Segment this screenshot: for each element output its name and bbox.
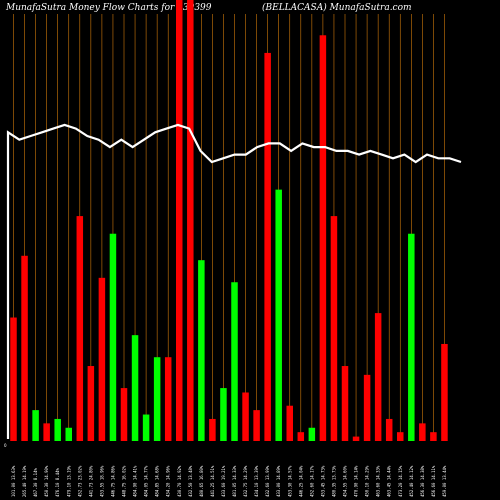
- x-tick-label: 432.50 13.48%: [188, 465, 193, 497]
- x-tick-label: 453.45 14.73%: [320, 465, 325, 497]
- money-flow-bar: [264, 52, 271, 442]
- x-tick-label: 101.00 13.63%: [11, 465, 16, 497]
- money-flow-bar: [352, 436, 360, 441]
- money-flow-bar: [209, 418, 216, 441]
- x-tick-label: 452.73 23.02%: [77, 465, 82, 497]
- money-flow-bar: [308, 427, 316, 441]
- x-tick-label: 456.60 14.11%: [431, 465, 436, 497]
- money-flow-bar: [408, 233, 415, 441]
- money-flow-bar: [441, 343, 448, 441]
- money-flow-bar: [253, 410, 260, 441]
- x-tick-label: 453.55 18.96%: [99, 465, 104, 497]
- money-flow-bar: [32, 410, 39, 441]
- money-flow-bar: [198, 260, 205, 441]
- money-flow-bar: [10, 317, 17, 441]
- x-tick-label: 448.75 16.02%: [122, 465, 127, 497]
- money-flow-line: [6, 123, 462, 439]
- x-tick-label: 433.60 19.21%: [221, 465, 226, 497]
- x-tick-label: 434.10 13.39%: [254, 465, 259, 497]
- money-flow-bar: [385, 418, 393, 441]
- money-flow-bar: [374, 313, 382, 441]
- x-tick-label: 432.75 14.29%: [243, 465, 248, 497]
- money-flow-bar: [297, 432, 305, 441]
- money-flow-bar: [120, 388, 128, 441]
- money-flow-bar: [231, 282, 238, 441]
- chart-title: MunafaSutra Money Flow Charts for 539399: [5, 3, 212, 13]
- x-tick-label: 480.65 16.80%: [199, 465, 204, 497]
- x-tick-label: 430.70 14.92%: [177, 465, 182, 497]
- x-tick-label: 481.05 14.33%: [232, 465, 237, 497]
- money-flow-bar: [220, 388, 227, 441]
- x-tick-label: 453.30 14.57%: [287, 465, 292, 497]
- x-tick-label: 441.73 24.80%: [88, 465, 93, 497]
- money-flow-bar: [341, 366, 349, 441]
- money-flow-bar: [164, 357, 172, 441]
- money-flow-bar: [98, 277, 106, 441]
- bar-series: [10, 0, 448, 442]
- money-flow-bar: [76, 216, 84, 441]
- money-flow-bar: [275, 189, 282, 441]
- x-tick-label: 484.85 14.68%: [155, 465, 160, 497]
- money-flow-bar: [319, 35, 327, 441]
- money-flow-bar: [43, 423, 50, 441]
- money-flow-bar: [363, 374, 371, 441]
- money-flow-bar: [54, 418, 61, 441]
- x-tick-label: 446.25 14.04%: [298, 465, 303, 497]
- x-tick-label: 479.10 13.19%: [66, 465, 71, 497]
- x-tick-label: 454.55 14.60%: [343, 465, 348, 497]
- x-tick-label: 452.60 14.17%: [309, 465, 314, 497]
- money-flow-bar: [131, 335, 139, 441]
- money-flow-bar: [176, 0, 183, 441]
- x-tick-label: 484.05 14.77%: [144, 465, 149, 497]
- x-axis-labels: 101.00 13.63% 265.40 14.19% 467.30 8.14% 45…: [11, 465, 447, 497]
- money-flow-bar: [65, 427, 72, 441]
- money-flow-bar: [330, 216, 338, 441]
- x-tick-label: 450.30 14.90%: [44, 465, 49, 497]
- x-tick-label: 434.20 14.96%: [166, 465, 171, 497]
- x-tick-label: 450.10 14.29%: [365, 465, 370, 497]
- x-tick-label: 446.75 14.86%: [110, 465, 115, 497]
- money-flow-bar: [187, 0, 194, 441]
- x-tick-label: 463.60 14.33%: [376, 465, 381, 497]
- x-tick-label: 433.00 14.89%: [276, 465, 281, 497]
- money-flow-bar: [397, 432, 404, 441]
- money-flow-bar: [242, 392, 249, 441]
- money-flow-bar: [286, 405, 293, 441]
- x-tick-label: 463.45 14.44%: [387, 465, 392, 497]
- x-tick-label: 484.90 14.41%: [133, 465, 138, 497]
- x-tick-label: 476.10 8.44%: [55, 468, 60, 497]
- money-flow-bar: [142, 414, 150, 441]
- x-tick-label: 459.00 13.44%: [442, 465, 447, 497]
- x-tick-label: 467.30 8.14%: [33, 468, 38, 497]
- x-tick-label: 480.35 13.73%: [331, 465, 336, 497]
- money-flow-bar: [87, 366, 95, 441]
- money-flow-bar: [109, 233, 117, 441]
- chart-subtitle: (BELLACASA) MunafaSutra.com: [262, 2, 412, 13]
- zero-label: 0: [4, 443, 7, 448]
- money-flow-bar: [21, 255, 28, 441]
- money-flow-bar: [419, 423, 426, 441]
- money-flow-bar: [430, 432, 437, 441]
- x-tick-label: 452.40 14.12%: [409, 465, 414, 497]
- x-tick-label: 265.40 14.19%: [22, 465, 27, 497]
- x-tick-label: 441.25 14.51%: [210, 465, 215, 497]
- x-tick-label: 432.60 13.99%: [265, 465, 270, 497]
- x-tick-label: 470.90 14.14%: [354, 465, 359, 497]
- money-flow-bar: [153, 357, 161, 441]
- x-tick-label: 456.30 14.38%: [420, 465, 425, 497]
- x-tick-label: 473.20 14.15%: [398, 465, 403, 497]
